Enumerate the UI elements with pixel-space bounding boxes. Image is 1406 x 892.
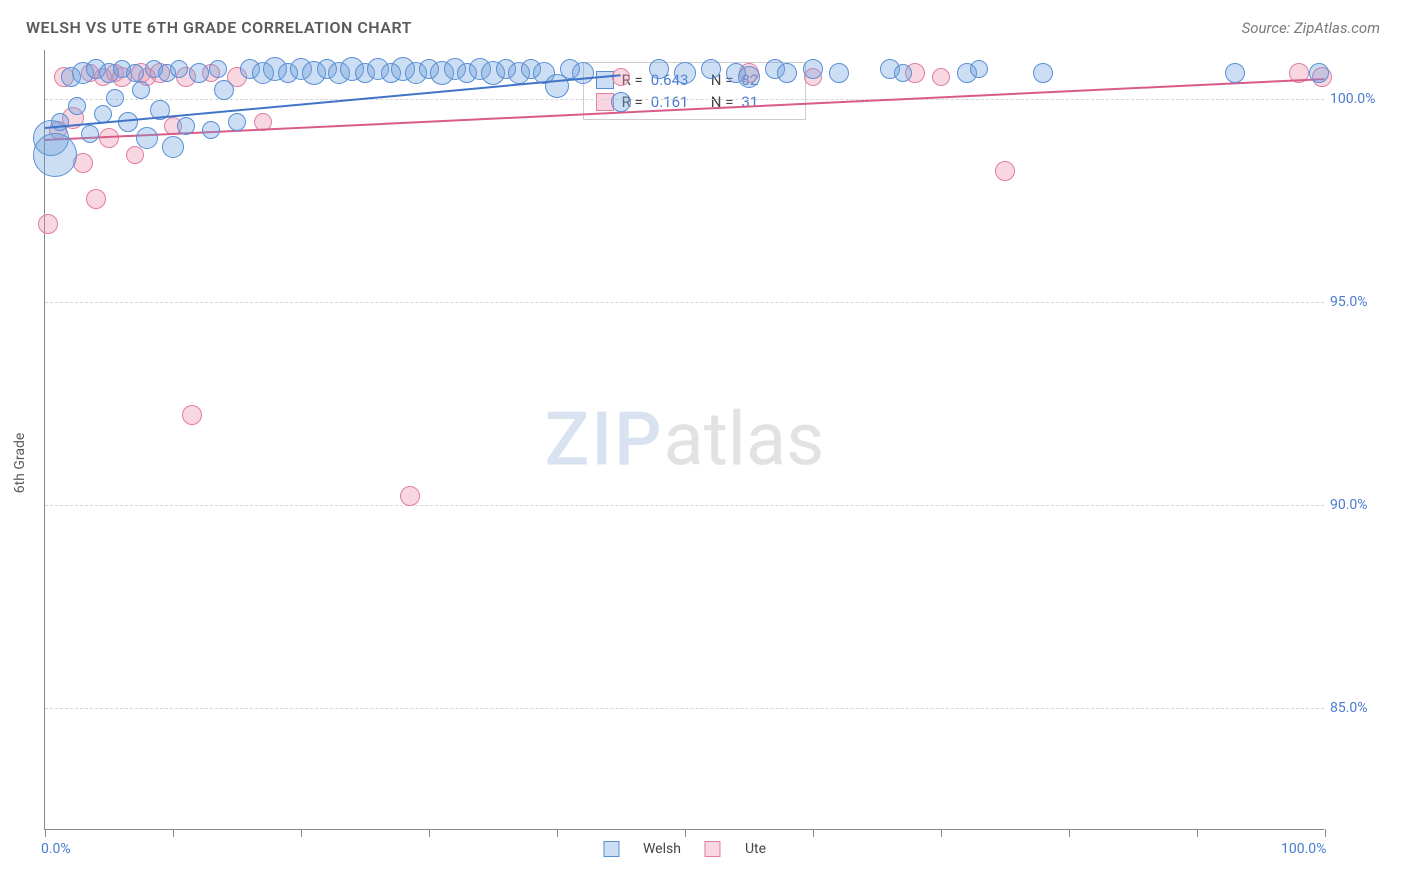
data-point-welsh [214, 80, 234, 100]
plot-area: ZIPatlas R = 0.643 N = 82 R = 0.161 N = … [44, 50, 1324, 830]
data-point-welsh [106, 89, 124, 107]
x-tick [685, 829, 686, 837]
data-point-welsh [51, 113, 69, 131]
data-point-welsh [894, 64, 912, 82]
swatch-welsh [603, 841, 619, 857]
data-point-welsh [701, 59, 721, 79]
gridline [45, 99, 1324, 100]
watermark: ZIPatlas [545, 396, 825, 483]
data-point-welsh [738, 66, 760, 88]
y-tick-label: 95.0% [1330, 294, 1390, 310]
data-point-ute [126, 146, 144, 164]
x-tick [1197, 829, 1198, 837]
watermark-part2: atlas [663, 396, 824, 483]
x-tick [1069, 829, 1070, 837]
data-point-welsh [228, 113, 246, 131]
x-tick [173, 829, 174, 837]
data-point-welsh [33, 133, 77, 177]
data-point-welsh [1225, 63, 1245, 83]
data-point-welsh [970, 60, 988, 78]
data-point-welsh [611, 92, 631, 112]
data-point-welsh [829, 63, 849, 83]
data-point-welsh [170, 60, 188, 78]
chart-header: WELSH VS UTE 6TH GRADE CORRELATION CHART… [0, 0, 1406, 47]
data-point-welsh [572, 62, 594, 84]
x-tick [429, 829, 430, 837]
y-axis-label: 6th Grade [12, 433, 28, 494]
y-tick-label: 90.0% [1330, 497, 1390, 513]
data-point-welsh [81, 125, 99, 143]
x-tick-label: 0.0% [41, 841, 71, 857]
data-point-welsh [209, 60, 227, 78]
data-point-ute [182, 405, 202, 425]
series-legend: Welsh Ute [603, 841, 766, 857]
swatch-welsh [596, 71, 614, 89]
data-point-ute [99, 128, 119, 148]
data-point-welsh [68, 97, 86, 115]
source-label: Source: ZipAtlas.com [1242, 19, 1380, 37]
data-point-ute [400, 486, 420, 506]
gridline [45, 708, 1324, 709]
x-tick [813, 829, 814, 837]
watermark-part1: ZIP [545, 396, 664, 483]
data-point-welsh [1033, 63, 1053, 83]
legend-ute-n: 31 [741, 93, 793, 111]
gridline [45, 505, 1324, 506]
data-point-welsh [162, 136, 184, 158]
gridline [45, 302, 1324, 303]
data-point-welsh [132, 81, 150, 99]
data-point-welsh [118, 112, 138, 132]
x-tick [301, 829, 302, 837]
chart-title: WELSH VS UTE 6TH GRADE CORRELATION CHART [26, 18, 412, 37]
data-point-ute [38, 214, 58, 234]
data-point-welsh [202, 121, 220, 139]
swatch-ute [705, 841, 721, 857]
data-point-welsh [1309, 63, 1329, 83]
x-tick [45, 829, 46, 837]
x-tick [1325, 829, 1326, 837]
data-point-welsh [777, 63, 797, 83]
legend-welsh-label: Welsh [643, 841, 681, 857]
data-point-welsh [803, 59, 823, 79]
x-tick [941, 829, 942, 837]
data-point-ute [612, 68, 630, 86]
data-point-ute [932, 68, 950, 86]
data-point-welsh [136, 127, 158, 149]
data-point-ute [86, 189, 106, 209]
data-point-ute [995, 161, 1015, 181]
data-point-welsh [189, 63, 209, 83]
data-point-welsh [649, 59, 669, 79]
legend-ute-label: Ute [745, 841, 766, 857]
y-tick-label: 85.0% [1330, 700, 1390, 716]
chart-container: 6th Grade ZIPatlas R = 0.643 N = 82 R = … [44, 50, 1390, 860]
data-point-welsh [674, 62, 696, 84]
x-tick-label: 100.0% [1281, 841, 1326, 857]
y-tick-label: 100.0% [1330, 91, 1390, 107]
x-tick [557, 829, 558, 837]
data-point-welsh [177, 117, 195, 135]
